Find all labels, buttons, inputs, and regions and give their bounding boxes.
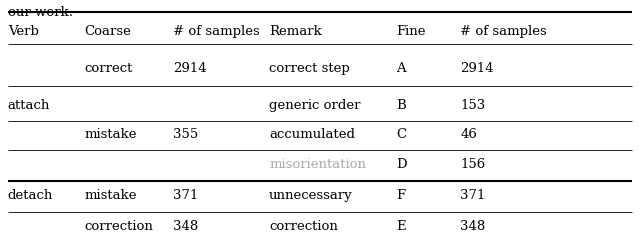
Text: C: C xyxy=(396,128,406,141)
Text: correct step: correct step xyxy=(269,62,350,75)
Text: correction: correction xyxy=(269,220,338,233)
Text: 355: 355 xyxy=(173,128,198,141)
Text: 371: 371 xyxy=(460,189,486,202)
Text: 371: 371 xyxy=(173,189,199,202)
Text: 348: 348 xyxy=(173,220,198,233)
Text: # of samples: # of samples xyxy=(460,25,547,38)
Text: 156: 156 xyxy=(460,158,485,171)
Text: B: B xyxy=(396,99,406,112)
Text: Remark: Remark xyxy=(269,25,322,38)
Text: Coarse: Coarse xyxy=(84,25,131,38)
Text: misorientation: misorientation xyxy=(269,158,366,171)
Text: A: A xyxy=(396,62,406,75)
Text: generic order: generic order xyxy=(269,99,360,112)
Text: 46: 46 xyxy=(460,128,477,141)
Text: Fine: Fine xyxy=(396,25,426,38)
Text: mistake: mistake xyxy=(84,128,137,141)
Text: mistake: mistake xyxy=(84,189,137,202)
Text: F: F xyxy=(396,189,406,202)
Text: 153: 153 xyxy=(460,99,485,112)
Text: correct: correct xyxy=(84,62,132,75)
Text: 348: 348 xyxy=(460,220,485,233)
Text: our work.: our work. xyxy=(8,6,73,19)
Text: detach: detach xyxy=(8,189,53,202)
Text: Verb: Verb xyxy=(8,25,38,38)
Text: 2914: 2914 xyxy=(173,62,207,75)
Text: E: E xyxy=(396,220,406,233)
Text: # of samples: # of samples xyxy=(173,25,260,38)
Text: 2914: 2914 xyxy=(460,62,494,75)
Text: attach: attach xyxy=(8,99,50,112)
Text: D: D xyxy=(396,158,407,171)
Text: correction: correction xyxy=(84,220,153,233)
Text: accumulated: accumulated xyxy=(269,128,355,141)
Text: unnecessary: unnecessary xyxy=(269,189,353,202)
